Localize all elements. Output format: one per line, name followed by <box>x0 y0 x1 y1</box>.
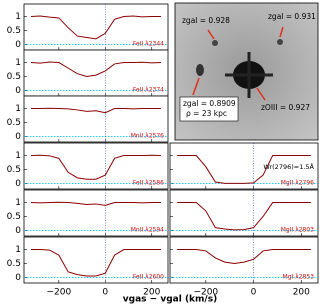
y-tick-label: 1 <box>15 58 21 68</box>
line-label: FeII λ2374 <box>133 87 164 94</box>
y-tick-label: 0 <box>15 86 21 96</box>
spectrum-line <box>177 155 311 184</box>
y-tick-label: 0 <box>15 179 21 189</box>
x-tick-label: −200 <box>46 288 71 298</box>
y-tick-label: 0 <box>15 273 21 283</box>
y-tick-label: 0.5 <box>7 72 21 82</box>
x-tick-label: 0 <box>102 288 108 298</box>
panel-frame <box>169 236 319 284</box>
spectrum-line <box>30 249 162 277</box>
line-label: FeII λ2344 <box>133 41 164 48</box>
y-tick-label: 1 <box>15 12 21 22</box>
line-label: MgII λ2796 <box>281 180 314 187</box>
x-tick-label: 0 <box>251 288 257 298</box>
image-label: zgal = 0.8909 <box>183 99 236 108</box>
y-tick-label: 0.5 <box>7 212 21 222</box>
spectrum-line <box>30 154 162 180</box>
image-label: zOIII = 0.927 <box>261 103 310 112</box>
panel-frame <box>23 189 169 237</box>
y-tick-label: 0.5 <box>7 118 21 128</box>
line-label: MgI λ2853 <box>283 274 315 281</box>
panel-frame <box>23 49 169 97</box>
line-label: MnII λ2594 <box>131 227 164 234</box>
x-tick-label: 200 <box>143 288 160 298</box>
y-tick-label: 0.5 <box>7 26 21 36</box>
spectrum-line <box>30 61 162 77</box>
panel-note: Wr(2796)=1.5Å <box>263 162 314 171</box>
y-tick-label: 0 <box>15 132 21 142</box>
spectrum-line <box>30 15 162 40</box>
y-tick-label: 1 <box>15 245 21 255</box>
image-label: zgal = 0.928 <box>182 16 230 25</box>
spectrum-line <box>177 249 311 264</box>
x-tick-label: −200 <box>193 288 218 298</box>
panel-frame <box>169 142 319 190</box>
y-tick-label: 0.5 <box>7 259 21 269</box>
line-label: MnII λ2576 <box>131 133 164 140</box>
line-label: MgII λ2803 <box>281 227 314 234</box>
y-tick-label: 0.5 <box>7 165 21 175</box>
image-label: ρ = 23 kpc <box>186 109 227 118</box>
y-tick-label: 0 <box>15 40 21 50</box>
spectrum-line <box>30 107 162 114</box>
spectrum-line <box>177 202 311 231</box>
spectrum-line <box>30 201 162 206</box>
x-tick-label: 200 <box>293 288 310 298</box>
y-tick-label: 1 <box>15 198 21 208</box>
panel-frame <box>169 189 319 237</box>
x-axis-label: vgas − vgal (km/s) <box>123 295 217 305</box>
image-label: zgal = 0.931 <box>268 12 316 21</box>
y-tick-label: 1 <box>15 151 21 161</box>
y-tick-label: 0 <box>15 226 21 236</box>
line-label: FeII λ2586 <box>133 180 164 187</box>
panel-frame <box>23 95 169 143</box>
y-tick-label: 1 <box>15 104 21 114</box>
line-label: FeII λ2600 <box>133 274 164 281</box>
image-panel: zgal = 0.928 zgal = 0.931 zgal = 0.8909 … <box>174 2 319 141</box>
panel-frame <box>23 3 169 51</box>
panel-frame <box>23 236 169 284</box>
panel-frame <box>23 142 169 190</box>
